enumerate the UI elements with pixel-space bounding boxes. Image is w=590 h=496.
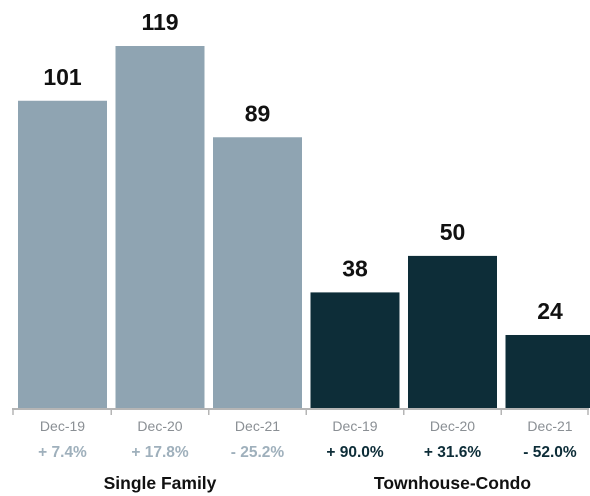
percent-change-label: + 90.0% [326,444,384,461]
bar-townhouse-condo-dec-20 [408,255,497,408]
group-label: Single Family [104,473,217,493]
group-label: Townhouse-Condo [374,473,531,493]
bar-single-family-dec-21 [213,137,302,408]
x-axis-ticks [12,408,589,415]
x-tick-label: Dec-20 [137,418,182,434]
x-tick-label: Dec-21 [527,418,572,434]
percent-change-label: + 7.4% [38,444,87,461]
percent-change-label: - 52.0% [523,444,577,461]
bar-value-label: 89 [245,100,271,126]
x-tick-label: Dec-19 [40,418,85,434]
x-tick-label: Dec-20 [430,418,475,434]
bar-townhouse-condo-dec-21 [505,334,590,408]
bar-value-label: 38 [342,255,368,281]
bar-townhouse-condo-dec-19 [310,292,400,408]
bar-value-label: 101 [43,64,82,90]
percent-change-label: - 25.2% [231,444,285,461]
bar-value-label: 119 [141,9,178,35]
bar-single-family-dec-20 [115,46,205,408]
bar-value-label: 50 [440,219,466,245]
bar-single-family-dec-19 [18,100,107,409]
percent-change-label: + 31.6% [424,444,482,461]
x-tick-label: Dec-21 [235,418,280,434]
bar-value-label: 24 [537,298,563,324]
bars-layer [18,46,590,409]
labels-layer: 101 Dec-19 + 7.4% 119 Dec-20 + 17.8% 89 Dec-21 -… [38,9,577,493]
percent-change-label: + 17.8% [131,444,189,461]
x-tick-label: Dec-19 [332,418,377,434]
